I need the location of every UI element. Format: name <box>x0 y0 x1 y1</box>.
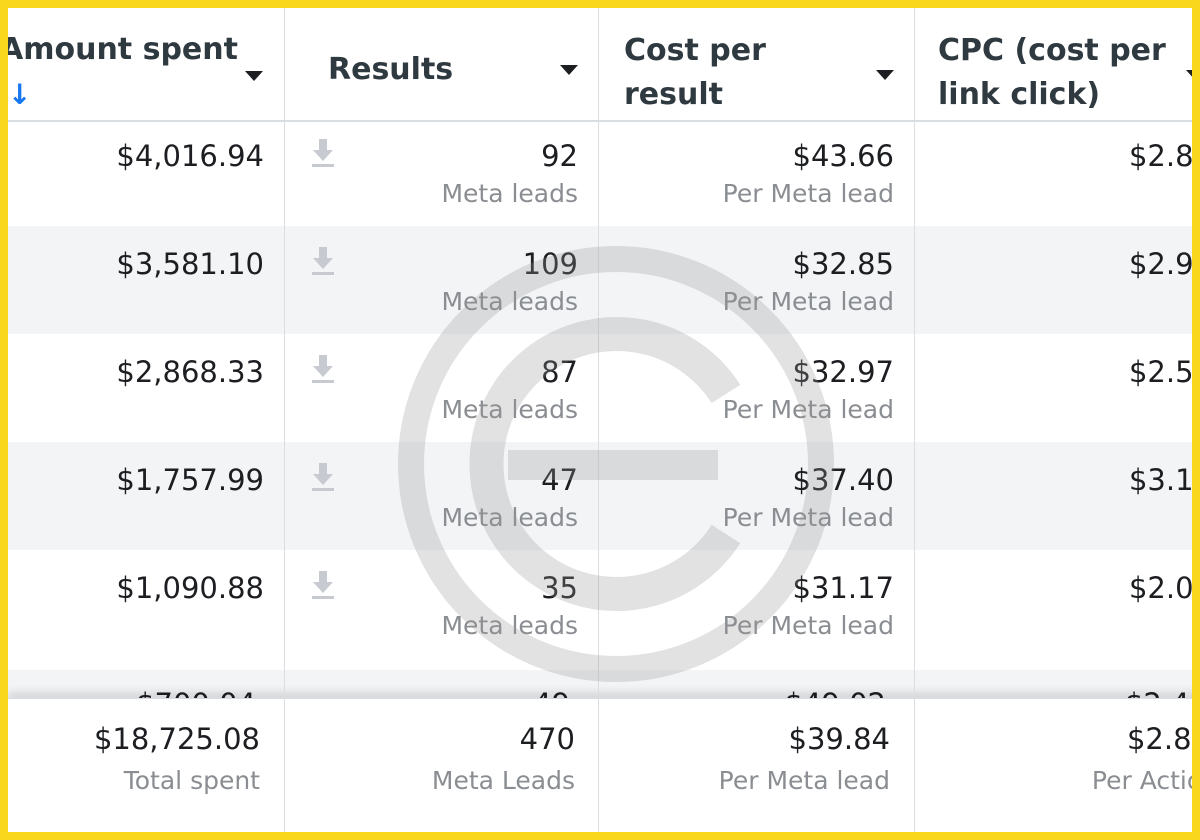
column-title: Results <box>328 52 454 87</box>
cost-per-result-cell: $32.97 <box>792 355 894 389</box>
total-cpc-label: Per Action <box>1091 766 1192 795</box>
results-label: Meta leads <box>441 503 578 532</box>
ads-manager-table: Amount spent ↓ Results Cost per result C… <box>8 8 1194 832</box>
chevron-down-icon[interactable] <box>876 70 894 80</box>
table-row[interactable]: $3,581.10 109 Meta leads $32.85 Per Meta lea… <box>8 226 1194 334</box>
results-cell: 47 <box>541 463 578 497</box>
table-row[interactable]: $4,016.94 92 Meta leads $43.66 Per Meta lead… <box>8 118 1194 226</box>
column-divider <box>284 8 285 832</box>
cost-per-result-label: Per Meta lead <box>722 179 894 208</box>
amount-spent-cell: $1,090.88 <box>116 571 264 605</box>
total-cpc: $2.86 <box>1126 722 1192 756</box>
sort-descending-icon: ↓ <box>8 78 32 111</box>
amount-spent-cell: $3,581.10 <box>116 247 264 281</box>
cost-per-result-label: Per Meta lead <box>722 395 894 424</box>
results-label: Meta leads <box>441 395 578 424</box>
amount-spent-cell: $2,868.33 <box>116 355 264 389</box>
column-header-results[interactable]: Results <box>284 8 598 120</box>
results-cell: 87 <box>541 355 578 389</box>
table-footer-totals: $18,725.08 Total spent 470 Meta Leads $3… <box>8 698 1192 832</box>
table-row[interactable]: $1,090.88 35 Meta leads $31.17 Per Meta lead… <box>8 550 1194 658</box>
chevron-down-icon[interactable] <box>245 71 263 81</box>
results-cell-partial: 49 <box>533 686 570 698</box>
table-header: Amount spent ↓ Results Cost per result C… <box>8 8 1192 122</box>
cpc-cell: $2.92 <box>1128 247 1194 281</box>
amount-spent-cell: $4,016.94 <box>116 139 264 173</box>
table-row-partial: $700.04 49 $49.02 $2.44 <box>8 670 1192 698</box>
total-results-label: Meta Leads <box>431 766 575 795</box>
column-divider <box>914 8 915 832</box>
total-amount-label: Total spent <box>123 766 260 795</box>
cost-per-result-cell: $37.40 <box>792 463 894 497</box>
chevron-down-icon[interactable] <box>560 65 578 75</box>
amount-spent-cell: $1,757.99 <box>116 463 264 497</box>
cpc-cell-partial: $2.44 <box>1125 686 1192 698</box>
cpc-cell: $2.00 <box>1128 571 1194 605</box>
results-cell: 92 <box>541 139 578 173</box>
table-row[interactable]: $2,868.33 87 Meta leads $32.97 Per Meta lead… <box>8 334 1194 442</box>
results-cell: 35 <box>541 571 578 605</box>
results-label: Meta leads <box>441 611 578 640</box>
download-icon[interactable] <box>310 568 336 602</box>
download-icon[interactable] <box>310 352 336 386</box>
amount-spent-cell-partial: $700.04 <box>136 686 256 698</box>
column-header-cost-per-result[interactable]: Cost per result <box>598 8 914 120</box>
chevron-down-icon[interactable] <box>1186 70 1192 80</box>
download-icon[interactable] <box>310 460 336 494</box>
cost-per-result-label: Per Meta lead <box>722 503 894 532</box>
cost-per-result-label: Per Meta lead <box>722 287 894 316</box>
results-label: Meta leads <box>441 287 578 316</box>
cpc-cell: $2.59 <box>1128 355 1194 389</box>
results-cell: 109 <box>522 247 578 281</box>
cpc-cell: $3.15 <box>1128 463 1194 497</box>
total-cost-label: Per Meta lead <box>718 766 890 795</box>
cost-per-result-cell: $32.85 <box>792 247 894 281</box>
total-amount-spent: $18,725.08 <box>93 722 260 756</box>
table-row[interactable]: $1,757.99 47 Meta leads $37.40 Per Meta lead… <box>8 442 1194 550</box>
total-results: 470 <box>519 722 575 756</box>
column-divider <box>598 8 599 832</box>
total-cost-per-result: $39.84 <box>788 722 890 756</box>
column-header-amount-spent[interactable]: Amount spent ↓ <box>8 8 284 120</box>
cost-per-result-cell: $43.66 <box>792 139 894 173</box>
cost-per-result-label: Per Meta lead <box>722 611 894 640</box>
column-title: CPC (cost per link click) <box>938 33 1166 112</box>
column-header-cpc[interactable]: CPC (cost per link click) <box>914 8 1192 120</box>
download-icon[interactable] <box>310 244 336 278</box>
cost-per-result-cell: $31.17 <box>792 571 894 605</box>
column-title: Cost per result <box>624 33 766 112</box>
column-title: Amount spent <box>8 32 238 67</box>
cost-per-result-cell-partial: $49.02 <box>785 686 886 698</box>
download-icon[interactable] <box>310 136 336 170</box>
results-label: Meta leads <box>441 179 578 208</box>
cpc-cell: $2.87 <box>1128 139 1194 173</box>
